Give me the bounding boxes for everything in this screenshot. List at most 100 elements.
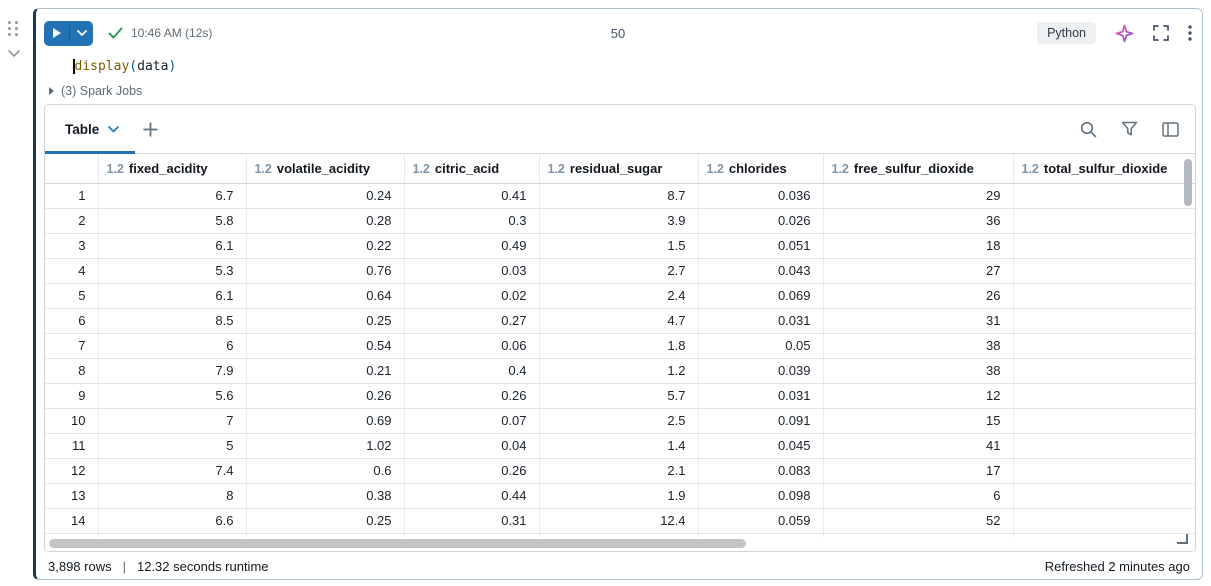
table-row: 68.50.250.274.70.031319 <box>45 308 1195 334</box>
table-cell: 4 <box>1013 283 1195 309</box>
row-number: 8 <box>45 358 99 384</box>
code-editor-line[interactable]: display(data) <box>73 59 1202 74</box>
cell-toolbar: 10:46 AM (12s) 50 Python <box>44 16 1192 50</box>
table-cell: 1.4 <box>539 433 699 459</box>
refreshed-label: Refreshed 2 minutes ago <box>1044 558 1190 574</box>
tab-table[interactable]: Table <box>65 122 120 137</box>
column-header-total_sulfur_dioxide[interactable]: 1.2 total_sulfur_dioxide <box>1013 154 1195 184</box>
search-icon[interactable] <box>1080 121 1097 138</box>
table-cell: 0.06 <box>404 333 540 359</box>
numeric-type-icon: 1.2 <box>254 161 272 176</box>
table-body: 16.70.240.418.70.036291425.80.280.33.90.… <box>45 183 1195 537</box>
column-name: citric_acid <box>434 160 500 176</box>
table-row: 45.30.760.032.70.043279 <box>45 258 1195 284</box>
table-cell: 0.031 <box>698 383 824 409</box>
column-header-residual_sugar[interactable]: 1.2 residual_sugar <box>539 154 699 184</box>
table-cell: 52 <box>823 508 1014 534</box>
run-cell-button[interactable] <box>44 20 93 46</box>
run-options-chevron-down-icon[interactable] <box>70 21 93 46</box>
column-header-free_sulfur_dioxide[interactable]: 1.2 free_sulfur_dioxide <box>823 154 1014 184</box>
cell-collapse-chevron-down-icon[interactable] <box>8 50 20 57</box>
table-cell: 0.098 <box>698 483 824 509</box>
column-header-volatile_acidity[interactable]: 1.2 volatile_acidity <box>246 154 405 184</box>
numeric-type-icon: 1.2 <box>412 161 430 176</box>
table-cell: 5.6 <box>98 383 247 409</box>
tab-chevron-down-icon[interactable] <box>108 125 120 133</box>
table-row: 87.90.210.41.20.0393810 <box>45 358 1195 384</box>
table-cell <box>246 533 405 537</box>
table-cell: 1 <box>1013 483 1195 509</box>
table-cell: 0.4 <box>404 358 540 384</box>
language-selector[interactable]: Python <box>1037 22 1096 44</box>
code-token-punct: ) <box>168 59 177 74</box>
table-cell: 6.6 <box>98 508 247 534</box>
drag-handle-icon[interactable] <box>8 21 18 36</box>
column-header-citric_acid[interactable]: 1.2 citric_acid <box>404 154 540 184</box>
column-name: free_sulfur_dioxide <box>853 160 974 176</box>
table-cell <box>404 533 540 537</box>
table-cell: 0.28 <box>246 208 405 234</box>
horizontal-scrollbar[interactable] <box>49 539 746 548</box>
row-count: 3,898 rows <box>48 558 112 574</box>
column-name: total_sulfur_dioxide <box>1043 160 1168 176</box>
table-cell: 5 <box>98 433 247 459</box>
table-cell: 0.051 <box>698 233 824 259</box>
filter-funnel-icon[interactable] <box>1121 121 1138 137</box>
table-row: 25.80.280.33.90.0263610 <box>45 208 1195 234</box>
table-row: 56.10.640.022.40.069264 <box>45 283 1195 309</box>
assistant-sparkle-icon[interactable] <box>1115 24 1134 43</box>
kebab-menu-icon[interactable] <box>1188 25 1192 41</box>
row-number: 5 <box>45 283 99 309</box>
table-cell: 8.7 <box>539 183 699 209</box>
table-cell: 0.069 <box>698 283 824 309</box>
triangle-right-icon <box>49 87 54 95</box>
table-cell: 38 <box>823 358 1014 384</box>
notebook-cell: 10:46 AM (12s) 50 Python <box>33 8 1203 580</box>
spark-jobs-expander[interactable]: (3) Spark Jobs <box>49 84 1202 98</box>
table-cell: 0.043 <box>698 258 824 284</box>
vertical-scrollbar[interactable] <box>1184 159 1192 206</box>
numeric-type-icon: 1.2 <box>1021 161 1039 176</box>
header-row: 1.2 fixed_acidity 1.2 volatile_acidity 1.2 ci… <box>45 154 1195 184</box>
row-number: 12 <box>45 458 99 484</box>
side-panel-icon[interactable] <box>1162 121 1179 137</box>
table-cell: 0.059 <box>698 508 824 534</box>
table-cell: 31 <box>823 308 1014 334</box>
table-cell: 9 <box>1013 258 1195 284</box>
last-run-timestamp: 10:46 AM (12s) <box>131 26 213 40</box>
active-tab-underline <box>45 151 135 154</box>
table-cell: 0.036 <box>698 183 824 209</box>
table-cell: 41 <box>823 433 1014 459</box>
table-cell: 5.3 <box>98 258 247 284</box>
table-cell: 7 <box>98 408 247 434</box>
column-header-fixed_acidity[interactable]: 1.2 fixed_acidity <box>98 154 247 184</box>
table-cell: 29 <box>823 183 1014 209</box>
checkmark-icon <box>108 27 123 39</box>
play-icon[interactable] <box>44 21 69 46</box>
table-cell: 26 <box>823 283 1014 309</box>
cell-number: 50 <box>610 25 626 41</box>
results-table: 1.2 fixed_acidity 1.2 volatile_acidity 1.2 ci… <box>45 154 1195 537</box>
column-header-chlorides[interactable]: 1.2 chlorides <box>698 154 824 184</box>
cell-gutter <box>0 0 33 586</box>
add-visualization-plus-icon[interactable] <box>143 121 159 137</box>
table-cell: 1.8 <box>539 333 699 359</box>
table-cell: 0.76 <box>246 258 405 284</box>
row-number: 10 <box>45 408 99 434</box>
table-cell: 1.9 <box>539 483 699 509</box>
resize-handle-icon[interactable] <box>1177 534 1188 544</box>
row-number: 11 <box>45 433 99 459</box>
table-row-partial <box>45 533 1195 537</box>
table-row: 36.10.220.491.50.051188 <box>45 233 1195 259</box>
expand-fullscreen-icon[interactable] <box>1153 25 1169 41</box>
table-cell: 6.1 <box>98 283 247 309</box>
row-number: 6 <box>45 308 99 334</box>
table-cell: 0.26 <box>404 458 540 484</box>
row-number: 9 <box>45 383 99 409</box>
table-cell: 6 <box>823 483 1014 509</box>
numeric-type-icon: 1.2 <box>706 161 724 176</box>
table-cell: 8 <box>1013 333 1195 359</box>
